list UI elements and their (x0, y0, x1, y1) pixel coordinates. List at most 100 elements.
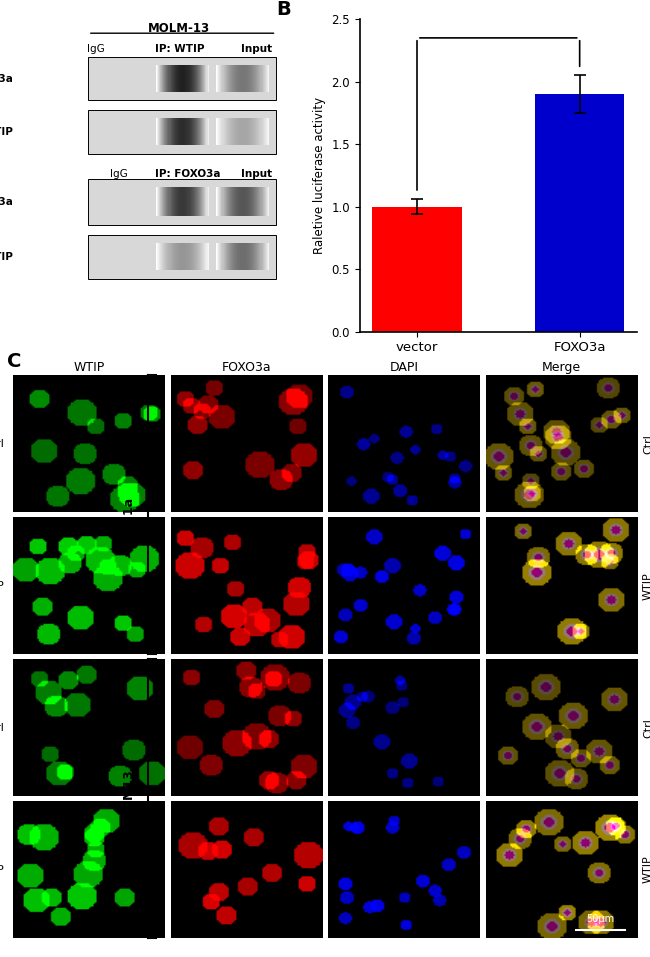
Bar (207, 65, 208, 92)
Bar (259, 243, 261, 270)
Bar (231, 188, 232, 216)
Bar (237, 118, 239, 145)
Title: WTIP: WTIP (73, 361, 105, 374)
Bar (235, 118, 237, 145)
Bar (168, 118, 169, 145)
Bar (244, 243, 246, 270)
Bar (166, 243, 168, 270)
Bar (178, 243, 179, 270)
Bar (241, 243, 243, 270)
Bar (156, 243, 157, 270)
Bar (224, 188, 225, 216)
Bar (264, 188, 265, 216)
Bar (175, 188, 176, 216)
Bar (190, 243, 191, 270)
Bar (261, 243, 262, 270)
Bar (244, 118, 245, 145)
Bar (170, 188, 172, 216)
Bar (197, 243, 198, 270)
Bar (251, 118, 252, 145)
Bar (164, 118, 166, 145)
Bar (168, 243, 169, 270)
Bar (254, 118, 255, 145)
Bar (216, 243, 218, 270)
Bar (239, 118, 240, 145)
Bar (177, 65, 178, 92)
Bar (246, 188, 247, 216)
Bar (203, 118, 205, 145)
Bar (181, 118, 183, 145)
Bar (227, 243, 229, 270)
Bar (199, 118, 200, 145)
Bar (180, 118, 181, 145)
Text: WTIP: WTIP (643, 571, 650, 599)
Bar (239, 243, 240, 270)
Bar (233, 118, 235, 145)
Bar (180, 188, 181, 216)
Bar (217, 188, 218, 216)
Bar (220, 188, 222, 216)
Text: Ctrl: Ctrl (643, 434, 650, 454)
Bar (219, 188, 220, 216)
Bar (202, 243, 203, 270)
Bar (249, 243, 250, 270)
Bar (251, 243, 252, 270)
Bar (240, 65, 242, 92)
Bar (259, 65, 261, 92)
Bar (166, 65, 168, 92)
Bar (156, 65, 157, 92)
Bar (176, 243, 177, 270)
Bar (250, 118, 252, 145)
Bar (173, 65, 174, 92)
Bar (190, 188, 191, 216)
Bar (190, 65, 192, 92)
Bar (217, 118, 218, 145)
Bar (200, 243, 202, 270)
Bar (261, 118, 262, 145)
Bar (160, 188, 161, 216)
Text: 50μm: 50μm (586, 914, 615, 924)
Bar (182, 188, 183, 216)
Bar (224, 243, 226, 270)
Bar (248, 243, 249, 270)
Bar (257, 65, 259, 92)
Bar (227, 65, 229, 92)
Bar (168, 118, 170, 145)
Bar (157, 243, 158, 270)
Bar (244, 65, 245, 92)
Bar (236, 118, 237, 145)
Bar (162, 243, 163, 270)
Bar (174, 243, 175, 270)
Bar (219, 118, 220, 145)
Bar (188, 188, 190, 216)
Bar (168, 65, 170, 92)
Bar (177, 118, 178, 145)
Bar (198, 243, 200, 270)
Bar (159, 118, 161, 145)
Bar (268, 65, 269, 92)
Bar (198, 65, 200, 92)
Bar (535, 94, 625, 332)
Bar (227, 188, 228, 216)
Bar (194, 188, 195, 216)
Bar (246, 118, 247, 145)
Bar (256, 118, 257, 145)
Text: Ctrl: Ctrl (0, 723, 4, 733)
Bar (195, 188, 196, 216)
Bar (258, 65, 260, 92)
Bar (188, 243, 190, 270)
Text: IP: WTIP: IP: WTIP (155, 44, 204, 55)
Bar (197, 118, 198, 145)
Bar (88, 234, 276, 278)
Bar (200, 188, 202, 216)
Bar (227, 243, 228, 270)
Bar (179, 243, 180, 270)
Bar (173, 118, 174, 145)
Bar (207, 118, 208, 145)
Bar (203, 65, 205, 92)
Bar (266, 243, 267, 270)
Bar (244, 188, 245, 216)
Bar (222, 188, 223, 216)
Bar (159, 243, 161, 270)
Bar (181, 188, 183, 216)
